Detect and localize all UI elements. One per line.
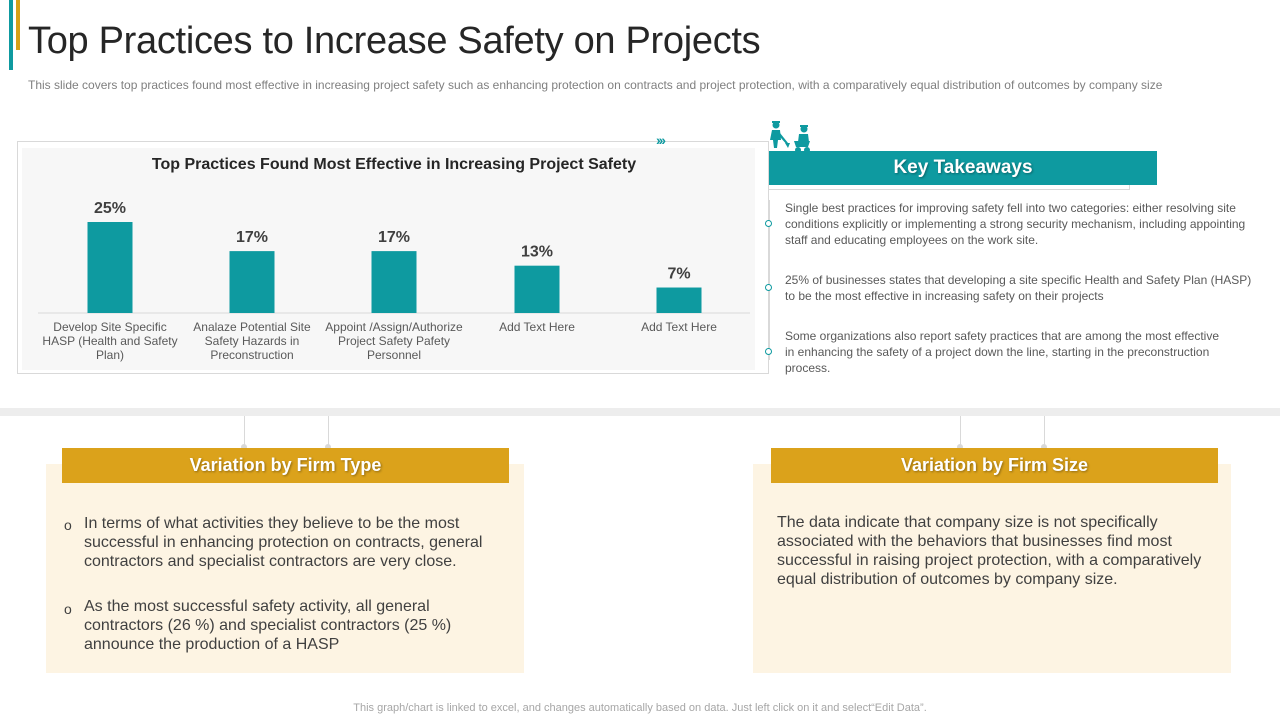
chevrons-icon: ››› — [656, 132, 666, 148]
accent-bar-gold — [16, 0, 20, 50]
key-takeaways-header: Key Takeaways — [769, 151, 1157, 185]
firm-type-bullet-1: In terms of what activities they believe… — [84, 515, 483, 570]
connector-line — [244, 416, 245, 448]
takeaway-dot-2 — [765, 284, 772, 291]
takeaway-item-1: Single best practices for improving safe… — [785, 201, 1246, 247]
category-label-1: Develop Site Specific — [53, 320, 166, 334]
connector-dot — [325, 444, 331, 450]
category-label-2: Preconstruction — [210, 348, 293, 362]
firm-type-bullet-2: As the most successful safety activity, … — [84, 598, 452, 653]
firm-type-panel — [46, 464, 524, 673]
connector-line — [960, 416, 961, 448]
bar-5 — [656, 287, 702, 313]
bar-2 — [229, 251, 275, 313]
category-label-5: Add Text Here — [641, 320, 717, 334]
data-label-1: 25% — [94, 200, 126, 217]
firm-type-header: Variation by Firm Type — [62, 448, 509, 483]
bar-4 — [514, 265, 560, 313]
firm-size-text: The data indicate that company size is n… — [777, 514, 1202, 588]
bullet-marker: o — [64, 517, 72, 533]
firm-size-panel — [753, 464, 1231, 673]
footer-note: This graph/chart is linked to excel, and… — [353, 702, 927, 714]
takeaway-dot-1 — [765, 220, 772, 227]
connector-dot — [957, 444, 963, 450]
category-label-4: Add Text Here — [499, 320, 575, 334]
data-label-5: 7% — [667, 266, 690, 283]
connector-line — [1044, 416, 1045, 448]
data-label-3: 17% — [378, 229, 410, 246]
category-label-2: Analaze Potential Site — [193, 320, 311, 334]
takeaway-item-3: Some organizations also report safety pr… — [785, 329, 1220, 375]
connector-dot — [1041, 444, 1047, 450]
page-subtitle: This slide covers top practices found mo… — [28, 78, 1163, 92]
chart-title: Top Practices Found Most Effective in In… — [152, 156, 636, 173]
data-label-2: 17% — [236, 229, 268, 246]
takeaway-item-2: 25% of businesses states that developing… — [785, 273, 1252, 303]
category-label-1: Plan) — [96, 348, 124, 362]
construction-workers-icon — [770, 121, 810, 153]
accent-bar-teal — [9, 0, 13, 70]
category-label-1: HASP (Health and Safety — [42, 334, 177, 348]
takeaway-dot-3 — [765, 348, 772, 355]
bar-1 — [87, 222, 133, 313]
bar-chart[interactable]: Top Practices Found Most Effective in In… — [0, 0, 780, 380]
category-label-2: Safety Hazards in — [205, 334, 300, 348]
connector-line — [328, 416, 329, 448]
key-takeaways-timeline — [769, 200, 770, 360]
page-title: Top Practices to Increase Safety on Proj… — [28, 20, 761, 62]
category-label-3: Personnel — [367, 348, 421, 362]
data-label-4: 13% — [521, 244, 553, 261]
section-divider — [0, 408, 1280, 416]
category-label-3: Project Safety Pafety — [338, 334, 450, 348]
firm-size-header: Variation by Firm Size — [771, 448, 1218, 483]
category-label-3: Appoint /Assign/Authorize — [325, 320, 463, 334]
connector-dot — [241, 444, 247, 450]
bullet-marker: o — [64, 601, 72, 617]
bar-3 — [371, 251, 417, 313]
